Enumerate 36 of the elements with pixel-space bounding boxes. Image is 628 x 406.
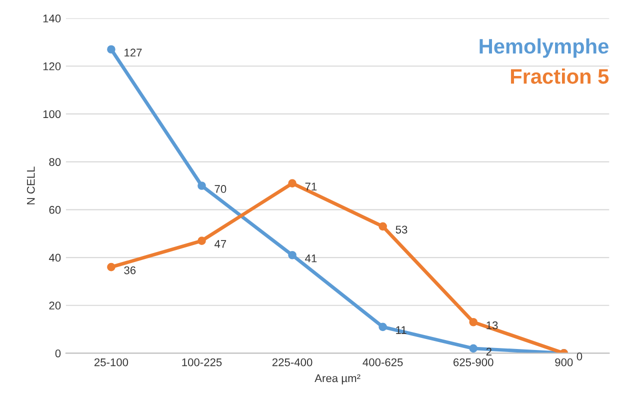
y-tick-label: 60 [49, 206, 61, 214]
data-label: 0 [576, 352, 582, 360]
x-tick-label: 400-625 [362, 358, 403, 366]
y-tick-label: 20 [49, 302, 61, 310]
x-tick-label: 225-400 [272, 358, 312, 366]
y-tick-label: 140 [43, 14, 61, 22]
point [288, 250, 296, 260]
point [378, 222, 387, 231]
x-tick-label: 100-225 [182, 358, 222, 366]
y-tick-label: 120 [43, 62, 61, 70]
text: Fraction 5 [511, 68, 609, 84]
data-label: 53 [396, 226, 408, 234]
x-tick-label: 625-900 [454, 358, 494, 366]
point [288, 179, 296, 188]
point [107, 45, 116, 54]
data-label: 41 [305, 254, 317, 262]
data-label: 47 [214, 240, 226, 248]
x-tick-label: 900 [555, 358, 573, 366]
x-axis-title: Area µm² [314, 374, 360, 384]
data-label: 127 [124, 48, 142, 56]
x-tick-label: 25-100 [94, 358, 128, 366]
y-tick-label: 40 [48, 254, 61, 262]
point [198, 236, 206, 245]
point [469, 318, 478, 326]
y-axis-title: N CELL [26, 166, 35, 204]
y-tick-label: 100 [43, 110, 61, 118]
point [198, 182, 206, 190]
point [469, 344, 478, 353]
data-label: 36 [124, 266, 136, 274]
point [107, 262, 116, 272]
data-label: 70 [214, 185, 226, 193]
text: Hemolymphe [480, 38, 608, 58]
y-tick-label: 0 [55, 349, 61, 358]
data-label: 71 [305, 182, 317, 190]
y-tick-label: 80 [49, 158, 61, 166]
point [378, 322, 387, 332]
